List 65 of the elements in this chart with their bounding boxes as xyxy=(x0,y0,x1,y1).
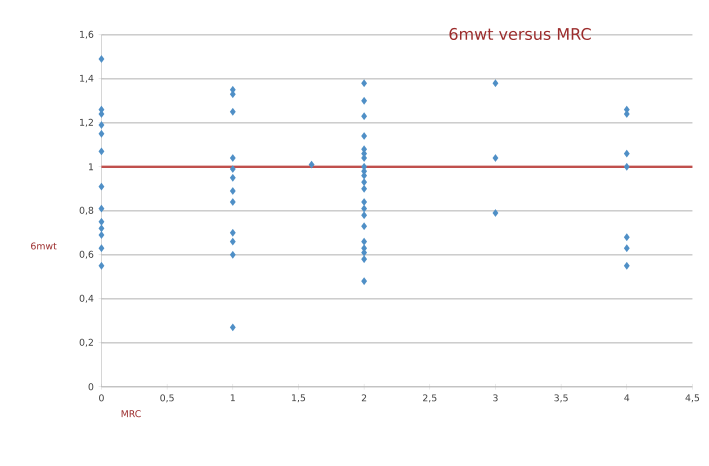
point xyxy=(361,132,367,140)
point xyxy=(624,262,630,270)
point xyxy=(492,154,498,162)
point xyxy=(361,185,367,193)
point xyxy=(230,187,236,195)
y-tick-label: 1,4 xyxy=(80,74,94,83)
point xyxy=(98,244,104,252)
point xyxy=(361,238,367,246)
x-axis-title: MRC xyxy=(122,410,141,418)
y-tick-label: 0,4 xyxy=(80,294,94,303)
point xyxy=(230,174,236,182)
point xyxy=(308,160,314,168)
point xyxy=(98,204,104,212)
x-tick-label: 0,5 xyxy=(160,394,174,402)
point xyxy=(230,324,236,332)
x-tick-label: 4 xyxy=(624,394,630,402)
chart-title: 6mwt versus MRC xyxy=(449,28,591,40)
x-tick-label: 4,5 xyxy=(685,394,700,402)
point xyxy=(98,218,104,226)
point xyxy=(361,112,367,120)
y-tick-label: 1 xyxy=(88,163,94,170)
point xyxy=(98,182,104,190)
point xyxy=(230,238,236,246)
x-tick-label: 1,5 xyxy=(292,394,306,402)
x-tick-label: 2,5 xyxy=(423,394,436,402)
y-axis-title: 6mwt xyxy=(31,242,57,250)
y-tick-label: 0,2 xyxy=(80,338,93,347)
point xyxy=(98,130,104,138)
point xyxy=(361,79,367,87)
x-tick-label: 2 xyxy=(362,394,366,402)
point xyxy=(361,211,367,219)
point xyxy=(624,244,630,252)
point xyxy=(230,108,236,116)
point xyxy=(492,79,498,87)
point xyxy=(492,209,498,217)
point xyxy=(230,229,236,237)
point xyxy=(98,121,104,129)
point xyxy=(98,262,104,270)
point xyxy=(361,97,367,105)
x-tick-label: 3,5 xyxy=(554,394,568,402)
point xyxy=(98,55,104,63)
point xyxy=(98,231,104,239)
point xyxy=(624,233,630,241)
y-tick-label: 0,6 xyxy=(80,250,94,259)
y-tick-label: 0,8 xyxy=(80,206,94,215)
point xyxy=(361,277,367,285)
x-tick-label: 1 xyxy=(230,394,235,402)
point xyxy=(361,204,367,212)
point xyxy=(624,163,630,171)
point xyxy=(230,198,236,206)
x-tick-label: 3 xyxy=(493,394,498,402)
y-tick-label: 0 xyxy=(88,383,94,390)
point xyxy=(624,150,630,158)
y-tick-label: 1,6 xyxy=(80,30,94,39)
y-tick-label: 1,2 xyxy=(80,118,93,127)
point xyxy=(98,148,104,156)
point xyxy=(361,255,367,263)
x-tick-label: 0 xyxy=(99,394,104,402)
point xyxy=(230,251,236,259)
point xyxy=(361,178,367,186)
point xyxy=(230,154,236,162)
point xyxy=(230,165,236,173)
point xyxy=(98,224,104,232)
point xyxy=(361,198,367,206)
point xyxy=(361,222,367,230)
